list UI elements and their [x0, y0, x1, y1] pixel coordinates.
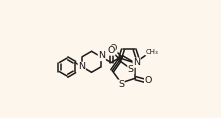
- Text: O: O: [108, 46, 115, 55]
- Text: O: O: [110, 44, 117, 53]
- Text: N: N: [78, 62, 85, 71]
- Text: N: N: [133, 58, 140, 67]
- Text: S: S: [118, 80, 124, 89]
- Text: S: S: [128, 65, 134, 74]
- Text: O: O: [145, 76, 152, 85]
- Text: N: N: [98, 51, 105, 61]
- Text: CH₃: CH₃: [146, 49, 158, 55]
